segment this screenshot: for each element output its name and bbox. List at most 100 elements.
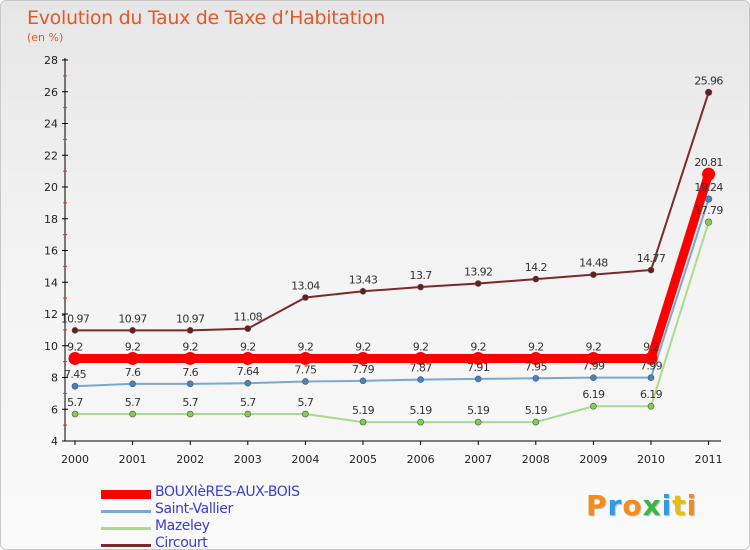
data-label: 9.2 xyxy=(355,340,371,353)
series-line-2 xyxy=(74,198,710,388)
data-label: 7.45 xyxy=(64,368,87,381)
data-label: 9.2 xyxy=(643,340,659,353)
data-point xyxy=(417,418,424,426)
y-tick-label: 4 xyxy=(51,435,58,448)
x-tick-label: 2005 xyxy=(349,453,377,466)
logo-letter: x xyxy=(642,489,662,522)
data-point xyxy=(186,327,194,334)
x-tick-label: 2009 xyxy=(579,453,607,466)
data-label: 14.77 xyxy=(637,252,666,265)
data-point xyxy=(414,351,428,365)
data-label: 13.43 xyxy=(349,273,378,286)
data-point xyxy=(244,410,252,418)
data-point xyxy=(529,351,543,365)
data-point xyxy=(644,351,658,365)
data-point xyxy=(586,351,600,365)
data-label: 19.24 xyxy=(694,181,723,194)
logo-letter: r xyxy=(607,489,623,522)
logo-letter: o xyxy=(622,489,643,522)
data-point xyxy=(183,351,197,365)
data-label: 10.97 xyxy=(176,312,205,325)
data-point xyxy=(590,402,597,410)
legend-label: Circourt xyxy=(155,535,208,550)
x-tick-label: 2004 xyxy=(291,453,319,466)
y-tick-label: 20 xyxy=(44,181,58,194)
data-label: 14.2 xyxy=(525,261,547,274)
data-point xyxy=(532,374,540,382)
x-tick-label: 2000 xyxy=(61,453,89,466)
x-tick-label: 2003 xyxy=(234,453,262,466)
data-label: 13.92 xyxy=(464,266,493,279)
data-label: 10.97 xyxy=(118,312,147,325)
chart-subtitle: (en %) xyxy=(27,31,64,44)
y-tick-label: 26 xyxy=(44,86,58,99)
data-label: 7.99 xyxy=(582,360,605,373)
data-point xyxy=(71,382,79,390)
legend-swatch xyxy=(101,543,151,547)
data-label: 7.75 xyxy=(294,363,317,376)
data-label: 5.19 xyxy=(410,404,433,417)
data-label: 7.87 xyxy=(410,362,433,375)
logo-letter: i xyxy=(661,489,673,522)
data-label: 5.19 xyxy=(467,404,490,417)
y-tick-label: 14 xyxy=(44,276,58,289)
data-point xyxy=(474,280,482,287)
data-label: 14.48 xyxy=(579,257,608,270)
legend-swatch xyxy=(101,526,151,530)
data-label: 9.2 xyxy=(67,340,83,353)
proxiti-logo: Proxiti xyxy=(586,489,697,522)
logo-letter: i xyxy=(686,489,698,522)
data-point xyxy=(129,410,136,418)
data-point xyxy=(474,418,482,426)
y-tick-label: 28 xyxy=(44,54,58,67)
logo-letter: t xyxy=(672,489,687,522)
logo-letter: P xyxy=(586,489,608,522)
chart-title: Evolution du Taux de Taxe d’Habitation xyxy=(27,7,385,29)
data-label: 5.19 xyxy=(352,404,375,417)
data-point xyxy=(244,379,252,387)
data-point xyxy=(68,351,82,365)
data-label: 9.2 xyxy=(470,340,486,353)
x-tick-label: 2001 xyxy=(119,453,147,466)
data-point xyxy=(302,294,309,301)
data-label: 20.81 xyxy=(694,156,723,169)
series-line-3 xyxy=(74,221,710,424)
legend-label: BOUXIèRES-AUX-BOIS xyxy=(155,484,300,500)
data-label: 5.19 xyxy=(525,404,548,417)
series-line-1 xyxy=(70,169,714,363)
data-point xyxy=(704,218,713,226)
data-point xyxy=(590,374,597,381)
data-label: 9.2 xyxy=(125,340,141,353)
data-label: 5.7 xyxy=(298,396,314,409)
legend-swatch xyxy=(101,489,151,499)
data-point xyxy=(474,375,482,383)
data-point xyxy=(244,325,252,332)
data-point xyxy=(129,327,136,334)
data-label: 13.04 xyxy=(291,279,320,292)
data-label: 9.2 xyxy=(528,340,544,353)
data-label: 7.79 xyxy=(352,363,375,376)
x-tick-label: 2011 xyxy=(695,453,723,466)
y-tick-label: 10 xyxy=(44,340,58,353)
data-label: 7.64 xyxy=(237,365,260,378)
data-point xyxy=(241,351,255,365)
data-label: 7.6 xyxy=(182,366,198,379)
data-point xyxy=(71,410,79,418)
data-point xyxy=(417,376,424,383)
data-label: 7.99 xyxy=(640,360,663,373)
data-point xyxy=(302,410,309,418)
data-point xyxy=(71,327,79,334)
data-label: 5.7 xyxy=(240,396,256,409)
data-label: 7.95 xyxy=(525,360,548,373)
y-tick-label: 16 xyxy=(44,245,58,258)
data-point xyxy=(302,378,309,385)
data-point xyxy=(647,266,655,274)
data-point xyxy=(704,88,713,96)
y-tick-label: 22 xyxy=(44,149,58,162)
data-label: 9.2 xyxy=(240,340,256,353)
data-point xyxy=(186,410,194,418)
data-label: 25.96 xyxy=(694,74,723,87)
legend-swatch xyxy=(101,509,151,513)
data-point xyxy=(359,377,367,385)
